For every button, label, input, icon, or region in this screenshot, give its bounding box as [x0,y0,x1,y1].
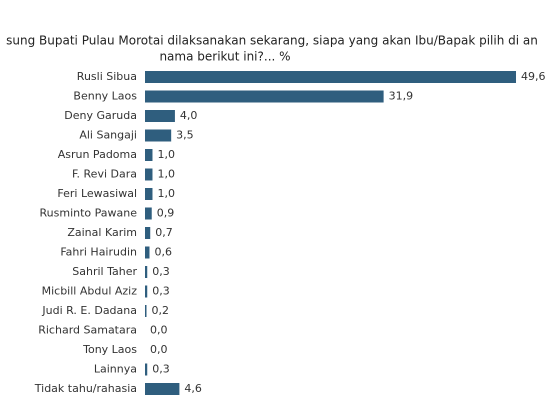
category-label: Richard Samatara [38,324,137,337]
category-label: Deny Garuda [64,109,137,122]
bar [145,285,148,298]
bar [145,188,153,200]
bar [145,129,172,142]
value-label: 0,7 [155,226,173,239]
bar [145,149,153,161]
bar [145,363,148,376]
bar [145,266,148,278]
value-label: 0,3 [152,265,170,278]
category-label: Sahril Taher [72,265,137,278]
category-label: Lainnya [94,363,137,376]
category-label: Feri Lewasiwal [57,187,137,200]
value-label: 0,2 [151,304,169,317]
category-label: Asrun Padoma [58,148,137,161]
value-label: 1,0 [157,168,175,181]
category-label: Zainal Karim [67,226,137,239]
bar [145,168,153,181]
category-label: Judi R. E. Dadana [41,304,137,317]
bar [145,110,175,122]
bar [145,90,384,103]
category-label: Fahri Hairudin [60,246,137,259]
value-label: 0,6 [154,246,172,259]
value-label: 1,0 [157,148,175,161]
chart-subtitle: nama berikut ini?... % [159,50,290,64]
value-label: 49,6 [521,70,546,83]
bar [145,383,180,395]
bar [145,305,147,317]
bar [145,227,151,239]
bar [145,207,152,220]
category-label: Benny Laos [73,90,137,103]
category-label: Rusli Sibua [77,70,137,83]
value-label: 3,5 [176,129,194,142]
category-label: Micbill Abdul Aziz [42,285,138,298]
value-label: 31,9 [389,90,414,103]
bar [145,246,150,259]
value-label: 0,9 [157,207,175,220]
chart-title: sung Bupati Pulau Morotai dilaksanakan s… [6,34,538,48]
value-label: 0,3 [152,285,170,298]
value-label: 0,0 [150,324,168,337]
category-label: Tidak tahu/rahasia [34,382,137,395]
value-label: 1,0 [157,187,175,200]
value-label: 4,6 [184,382,202,395]
value-label: 0,3 [152,363,170,376]
category-label: F. Revi Dara [72,168,137,181]
category-label: Rusminto Pawane [40,207,138,220]
value-label: 0,0 [150,343,168,356]
category-label: Tony Laos [82,343,137,356]
value-label: 4,0 [180,109,198,122]
bar [145,71,517,83]
category-label: Ali Sangaji [79,129,137,142]
